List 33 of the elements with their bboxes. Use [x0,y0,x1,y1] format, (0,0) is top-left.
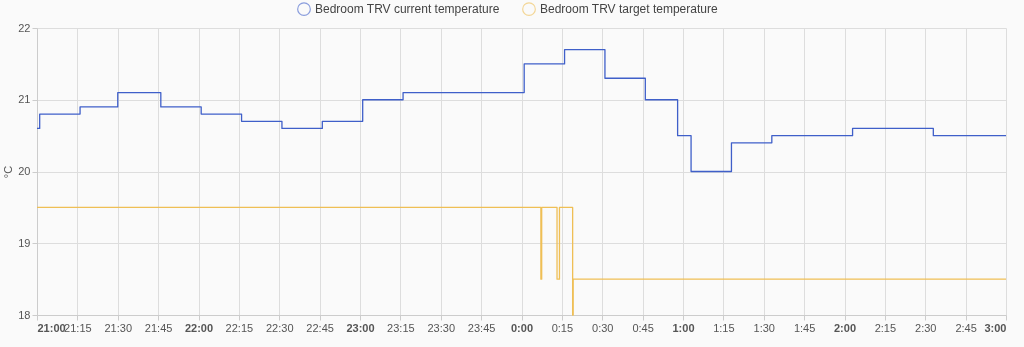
x-tick-label: 23:45 [467,321,496,334]
y-tick-label: 18 [18,308,31,321]
x-tick-label: 2:30 [915,321,937,334]
x-tick-label: 2:45 [955,321,977,334]
x-tick-label: 1:30 [753,321,775,334]
x-tick-label: 2:00 [833,321,857,334]
x-tick-label: 21:15 [64,321,92,334]
x-tick-label: 21:30 [104,321,133,334]
x-tick-label: 2:15 [874,321,897,334]
x-tick-label: 1:00 [672,321,695,334]
x-tick-label: 22:15 [225,321,254,334]
x-tick-label: 0:30 [592,321,614,334]
x-tick-label: 0:00 [510,321,534,334]
y-tick-label: 19 [18,236,31,249]
x-tick-label: 1:15 [713,321,735,334]
legend-label: Bedroom TRV current temperature [315,2,500,17]
y-tick-label: 20 [18,165,31,177]
x-tick-label: 22:00 [184,321,214,334]
y-tick-label: 22 [18,21,31,34]
x-tick-label: 23:00 [346,321,375,334]
x-tick-label: 23:15 [387,321,415,334]
x-tick-label: 23:30 [427,321,456,334]
x-tick-label: 3:00 [984,321,1007,334]
y-axis-title: °C [2,165,15,179]
x-tick-label: 22:30 [265,321,294,334]
legend-label: Bedroom TRV target temperature [540,2,718,17]
y-tick-label: 21 [18,93,31,106]
x-tick-label: 0:45 [632,321,654,334]
x-tick-label: 21:45 [144,321,173,334]
x-tick-label: 21:00 [37,321,66,334]
x-tick-label: 0:15 [551,321,574,334]
x-tick-label: 22:45 [306,321,334,334]
x-tick-label: 1:45 [793,321,816,334]
